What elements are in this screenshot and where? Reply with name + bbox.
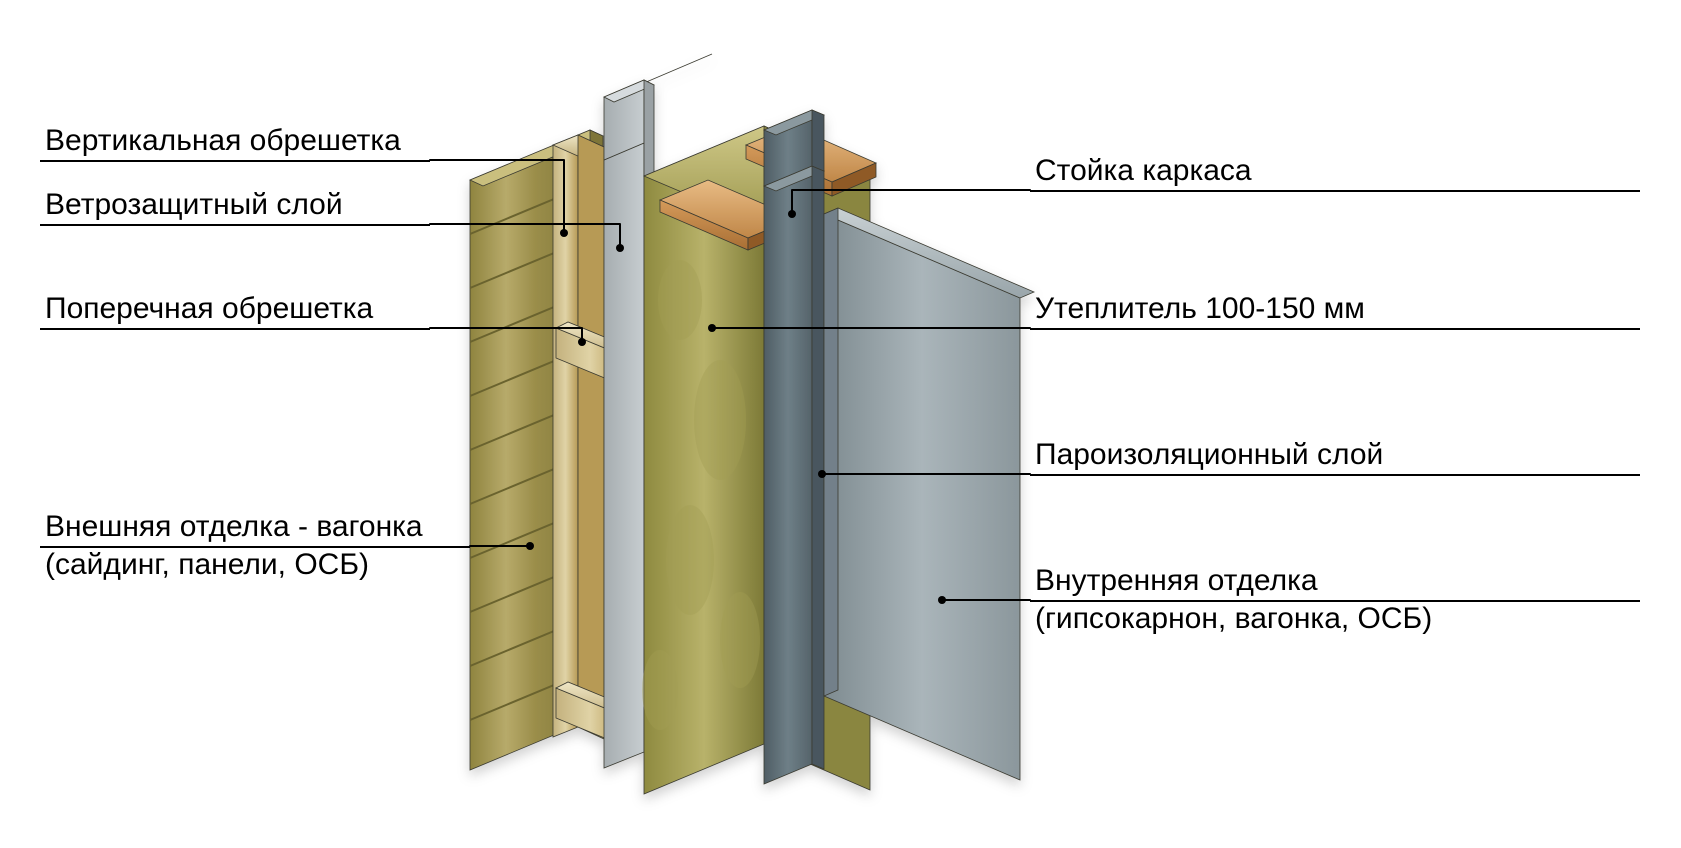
label-cross-lathing-line0: Поперечная обрешетка [45, 290, 373, 328]
underline-wind-barrier [40, 224, 430, 226]
layer-interior-panel [824, 208, 1034, 780]
label-frame-stud-line0: Стойка каркаса [1035, 152, 1252, 190]
label-vapor-barrier-line0: Пароизоляционный слой [1035, 436, 1383, 474]
label-insulation-line0: Утеплитель 100-150 мм [1035, 290, 1365, 328]
label-frame-stud: Стойка каркаса [1035, 152, 1252, 190]
underline-cross-lathing [40, 328, 430, 330]
layer-vertical-lathing [553, 135, 604, 739]
leader-dot-exterior-finish [526, 542, 534, 550]
leader-dot-vapor-barrier [818, 470, 826, 478]
label-interior-finish-line0: Внутренняя отделка [1035, 562, 1432, 600]
underline-vapor-barrier [1030, 474, 1640, 476]
label-exterior-finish-line1: (сайдинг, панели, ОСБ) [45, 546, 423, 584]
leader-dot-insulation [708, 324, 716, 332]
label-vapor-barrier: Пароизоляционный слой [1035, 436, 1383, 474]
label-interior-finish-line1: (гипсокарнон, вагонка, ОСБ) [1035, 600, 1432, 638]
leader-dot-vertical-lathing [560, 229, 568, 237]
leader-dot-interior-finish [938, 596, 946, 604]
label-vertical-lathing-line0: Вертикальная обрешетка [45, 122, 401, 160]
underline-insulation [1030, 328, 1640, 330]
label-vertical-lathing: Вертикальная обрешетка [45, 122, 401, 160]
underline-frame-stud [1030, 190, 1640, 192]
leader-dot-cross-lathing [578, 338, 586, 346]
underline-interior-finish [1030, 600, 1640, 602]
label-cross-lathing: Поперечная обрешетка [45, 290, 373, 328]
leader-dot-wind-barrier [616, 244, 624, 252]
label-wind-barrier-line0: Ветрозащитный слой [45, 186, 343, 224]
label-insulation: Утеплитель 100-150 мм [1035, 290, 1365, 328]
underline-vertical-lathing [40, 160, 430, 162]
wall-assembly [470, 54, 1034, 794]
leader-dot-frame-stud [788, 210, 796, 218]
label-wind-barrier: Ветрозащитный слой [45, 186, 343, 224]
underline-exterior-finish [40, 546, 470, 548]
label-exterior-finish-line0: Внешняя отделка - вагонка [45, 508, 423, 546]
